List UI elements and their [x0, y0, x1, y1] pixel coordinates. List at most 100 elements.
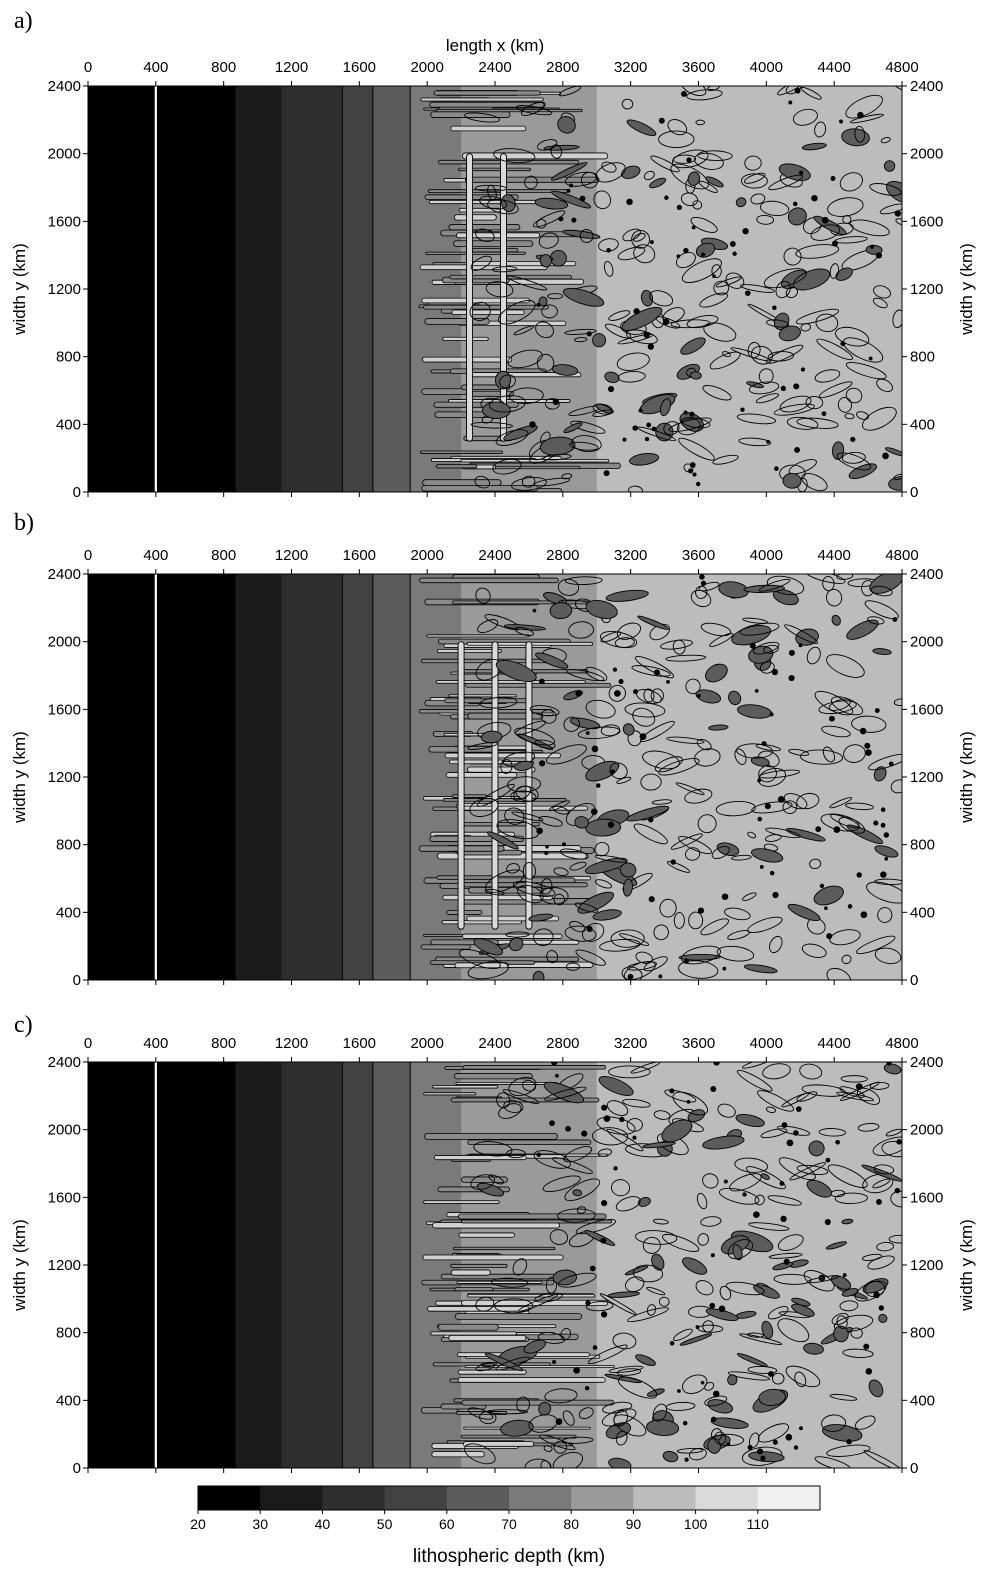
contour: [608, 1457, 632, 1468]
contour: [550, 162, 588, 181]
contour: [543, 453, 572, 461]
contour: [698, 581, 720, 592]
contour-dot: [691, 225, 696, 230]
colorbar-swatch: [633, 1486, 697, 1510]
contour: [600, 631, 622, 643]
contour: [862, 1278, 889, 1294]
contour: [759, 200, 790, 217]
streak: [453, 240, 534, 247]
contour: [833, 1314, 874, 1332]
contour: [772, 589, 799, 606]
contour: [672, 1091, 708, 1116]
contour: [620, 862, 637, 878]
contour-dot: [774, 466, 779, 471]
contour: [479, 1411, 497, 1425]
x-tick-label: 1600: [343, 547, 376, 564]
depth-band: [266, 86, 282, 492]
streak: [467, 712, 544, 720]
contour-dot: [825, 1157, 831, 1163]
contour: [510, 790, 537, 803]
streak: [454, 1313, 583, 1320]
contour: [591, 1127, 629, 1146]
x-tick-label: 4000: [750, 547, 783, 564]
contour-dot: [686, 157, 692, 163]
contour-dot: [819, 883, 825, 889]
contour: [512, 1258, 528, 1276]
contour: [513, 325, 534, 336]
contour: [479, 696, 518, 709]
panel-a: a) 0 400 800 1200 1600 2000 2400 2800 3200 3600 400…: [10, 8, 976, 501]
contour: [841, 451, 866, 464]
contour: [763, 268, 807, 289]
colorbar-swatch: [322, 1486, 386, 1510]
contour: [627, 1307, 669, 1323]
contour: [775, 280, 791, 299]
contour-dot: [712, 274, 716, 279]
contour: [795, 308, 840, 325]
depth-band: [342, 86, 374, 492]
contour: [687, 1109, 706, 1123]
contour: [557, 1272, 597, 1288]
contour-dot: [551, 1062, 558, 1066]
contour-dot: [884, 856, 889, 861]
contour-dot: [811, 194, 818, 202]
contour: [735, 1113, 765, 1128]
contour: [815, 313, 839, 333]
contour: [736, 1069, 773, 1092]
contour-dot: [627, 973, 634, 980]
contour: [827, 197, 864, 217]
contour: [765, 1106, 776, 1114]
contour-dot: [785, 1433, 793, 1441]
contour: [625, 1276, 645, 1293]
contour: [479, 195, 508, 210]
depth-band: [281, 574, 309, 980]
contour: [540, 1460, 551, 1468]
contour: [727, 930, 750, 941]
contour-dot: [830, 176, 836, 182]
contour: [651, 799, 673, 805]
contour: [818, 381, 853, 398]
contour: [594, 879, 613, 889]
contour: [675, 251, 696, 269]
panel-label: a): [14, 8, 33, 34]
contour-dot: [821, 411, 827, 417]
contour: [748, 1222, 790, 1231]
contour: [845, 362, 887, 380]
contour: [829, 929, 861, 946]
contour: [818, 700, 857, 715]
y-tick-label-right: 1200: [910, 281, 943, 298]
x-tick-label: 1600: [343, 1035, 376, 1052]
contour: [735, 197, 747, 208]
contour-dot: [729, 240, 736, 247]
contour-dot: [783, 1258, 790, 1265]
y-tick-label-right: 1600: [910, 1189, 943, 1206]
contour: [784, 624, 819, 644]
contour: [803, 1342, 824, 1355]
contour-dot: [753, 1211, 760, 1219]
contour-dot: [562, 842, 567, 847]
contour: [836, 1091, 875, 1102]
contour-dot: [764, 803, 771, 810]
colorbar-swatch: [384, 1486, 448, 1510]
contour: [795, 244, 840, 259]
contour: [696, 1192, 708, 1210]
contour: [856, 411, 869, 420]
contour: [622, 1098, 651, 1108]
contour: [649, 290, 674, 307]
x-tick-label: 3600: [682, 547, 715, 564]
contour: [678, 437, 715, 461]
contour: [692, 200, 703, 210]
y-tick-label: 2400: [48, 1054, 81, 1071]
contour: [810, 224, 840, 241]
depth-band: [342, 574, 374, 980]
contour: [845, 94, 884, 119]
contour: [831, 614, 841, 626]
streak: [426, 634, 530, 638]
y-tick-label-right: 400: [910, 904, 935, 921]
contour: [553, 1440, 568, 1454]
contour: [502, 1089, 540, 1104]
contour-dot: [536, 827, 543, 835]
contour: [829, 263, 840, 279]
contour-dot: [880, 871, 887, 878]
contour: [748, 1451, 785, 1463]
